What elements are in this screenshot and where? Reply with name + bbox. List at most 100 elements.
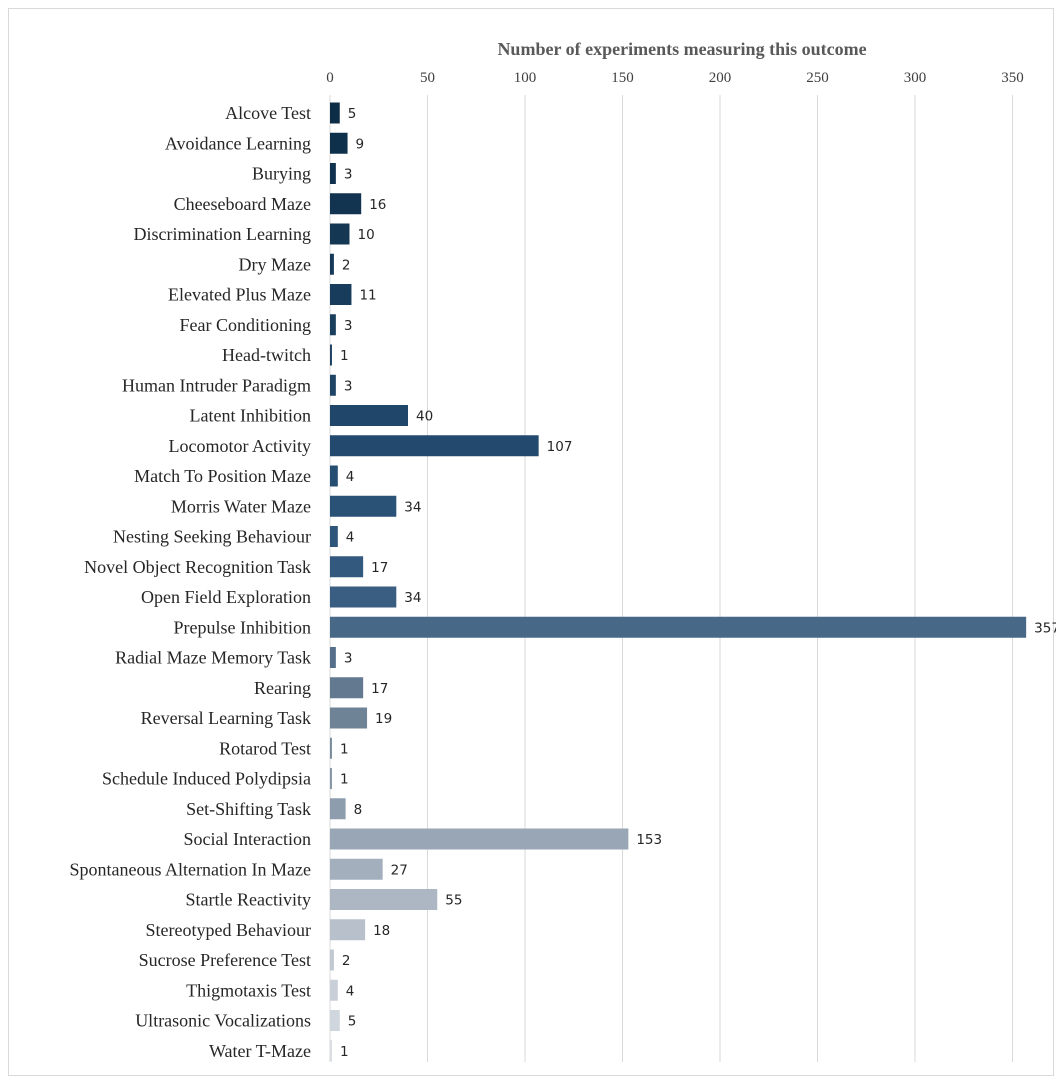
data-label: 1 <box>340 741 349 757</box>
category-label: Nesting Seeking Behaviour <box>113 527 311 547</box>
bar <box>330 163 336 184</box>
category-label: Radial Maze Memory Task <box>115 648 311 668</box>
category-label: Stereotyped Behaviour <box>146 920 311 940</box>
bar <box>330 344 332 366</box>
data-label: 55 <box>445 893 462 909</box>
bars <box>330 102 1027 1062</box>
category-label: Match To Position Maze <box>134 466 311 486</box>
bar <box>330 495 397 517</box>
axis-title: Number of experiments measuring this out… <box>497 39 866 59</box>
category-label: Set-Shifting Task <box>186 799 311 819</box>
bar <box>330 253 334 275</box>
category-label: Reversal Learning Task <box>141 708 311 728</box>
data-label: 19 <box>375 711 392 727</box>
bar <box>330 828 629 850</box>
category-label: Head-twitch <box>222 345 311 365</box>
x-axis-ticks: 0 50 100 150 200 250 300 350 <box>326 70 1024 86</box>
category-label: Schedule Induced Polydipsia <box>102 769 311 789</box>
bar <box>330 193 362 215</box>
data-label: 16 <box>369 197 386 213</box>
category-label: Water T-Maze <box>209 1041 311 1061</box>
x-tick-label: 250 <box>806 70 829 86</box>
data-label: 4 <box>346 530 355 546</box>
data-label: 2 <box>342 257 351 273</box>
bar <box>330 314 336 336</box>
data-label: 3 <box>344 167 353 183</box>
data-label: 8 <box>354 802 363 818</box>
data-label: 4 <box>346 469 355 485</box>
category-label: Rearing <box>254 678 311 698</box>
category-label: Thigmotaxis Test <box>186 980 311 1000</box>
data-label: 34 <box>404 590 421 606</box>
data-label: 11 <box>359 288 376 304</box>
bar <box>330 858 383 880</box>
category-label: Human Intruder Paradigm <box>122 375 311 395</box>
x-tick-label: 200 <box>709 70 732 86</box>
bar <box>330 768 332 789</box>
data-label: 1 <box>340 772 349 788</box>
data-label: 5 <box>348 1014 357 1030</box>
category-label: Fear Conditioning <box>180 315 312 335</box>
data-label: 3 <box>344 378 353 394</box>
category-label: Prepulse Inhibition <box>174 617 312 637</box>
bar <box>330 949 334 971</box>
data-label: 40 <box>416 409 433 425</box>
bar <box>330 405 408 426</box>
chart-frame <box>8 8 1054 1076</box>
data-label: 17 <box>371 681 388 697</box>
category-label: Novel Object Recognition Task <box>84 557 311 577</box>
bar <box>330 707 368 729</box>
category-label: Discrimination Learning <box>134 224 311 244</box>
bar <box>330 132 348 154</box>
category-label: Burying <box>252 164 311 184</box>
bar <box>330 284 352 305</box>
x-tick-label: 50 <box>420 70 435 86</box>
x-tick-label: 100 <box>514 70 537 86</box>
gridlines <box>329 95 1013 1062</box>
category-label: Ultrasonic Vocalizations <box>135 1011 311 1031</box>
data-label: 107 <box>547 439 573 455</box>
data-label: 1 <box>340 1044 349 1060</box>
bar <box>330 1040 332 1062</box>
data-label: 34 <box>404 499 421 515</box>
category-labels: Alcove Test Avoidance Learning Burying Chee… <box>70 103 311 1061</box>
category-label: Alcove Test <box>225 103 311 123</box>
category-label: Morris Water Maze <box>171 496 311 516</box>
category-label: Elevated Plus Maze <box>168 285 311 305</box>
bar <box>330 556 364 578</box>
category-label: Dry Maze <box>239 254 311 274</box>
data-labels: 5931610211313401074344173435731719118153… <box>340 106 1056 1060</box>
bar <box>330 919 366 941</box>
bar <box>330 465 338 487</box>
data-label: 27 <box>391 862 408 878</box>
data-label: 3 <box>344 651 353 667</box>
data-label: 1 <box>340 348 349 364</box>
bar <box>330 737 332 759</box>
data-label: 4 <box>346 983 355 999</box>
data-label: 5 <box>348 106 357 122</box>
bar <box>330 798 346 820</box>
bar <box>330 979 338 1001</box>
bar <box>330 374 336 396</box>
data-label: 18 <box>373 923 390 939</box>
bar <box>330 223 350 245</box>
data-label: 2 <box>342 953 351 969</box>
category-label: Spontaneous Alternation In Maze <box>70 859 311 879</box>
category-label: Locomotor Activity <box>169 436 311 456</box>
bar <box>330 616 1027 638</box>
category-label: Cheeseboard Maze <box>174 194 311 214</box>
bar <box>330 889 438 910</box>
data-label: 17 <box>371 560 388 576</box>
bar <box>330 102 340 124</box>
category-label: Avoidance Learning <box>165 133 311 153</box>
bar <box>330 586 397 608</box>
bar <box>330 647 336 668</box>
bar <box>330 1010 340 1031</box>
data-label: 357 <box>1034 620 1056 636</box>
category-label: Social Interaction <box>184 829 311 849</box>
x-tick-label: 300 <box>904 70 927 86</box>
data-label: 153 <box>636 832 662 848</box>
category-label: Sucrose Preference Test <box>139 950 311 970</box>
category-label: Rotarod Test <box>219 738 311 758</box>
